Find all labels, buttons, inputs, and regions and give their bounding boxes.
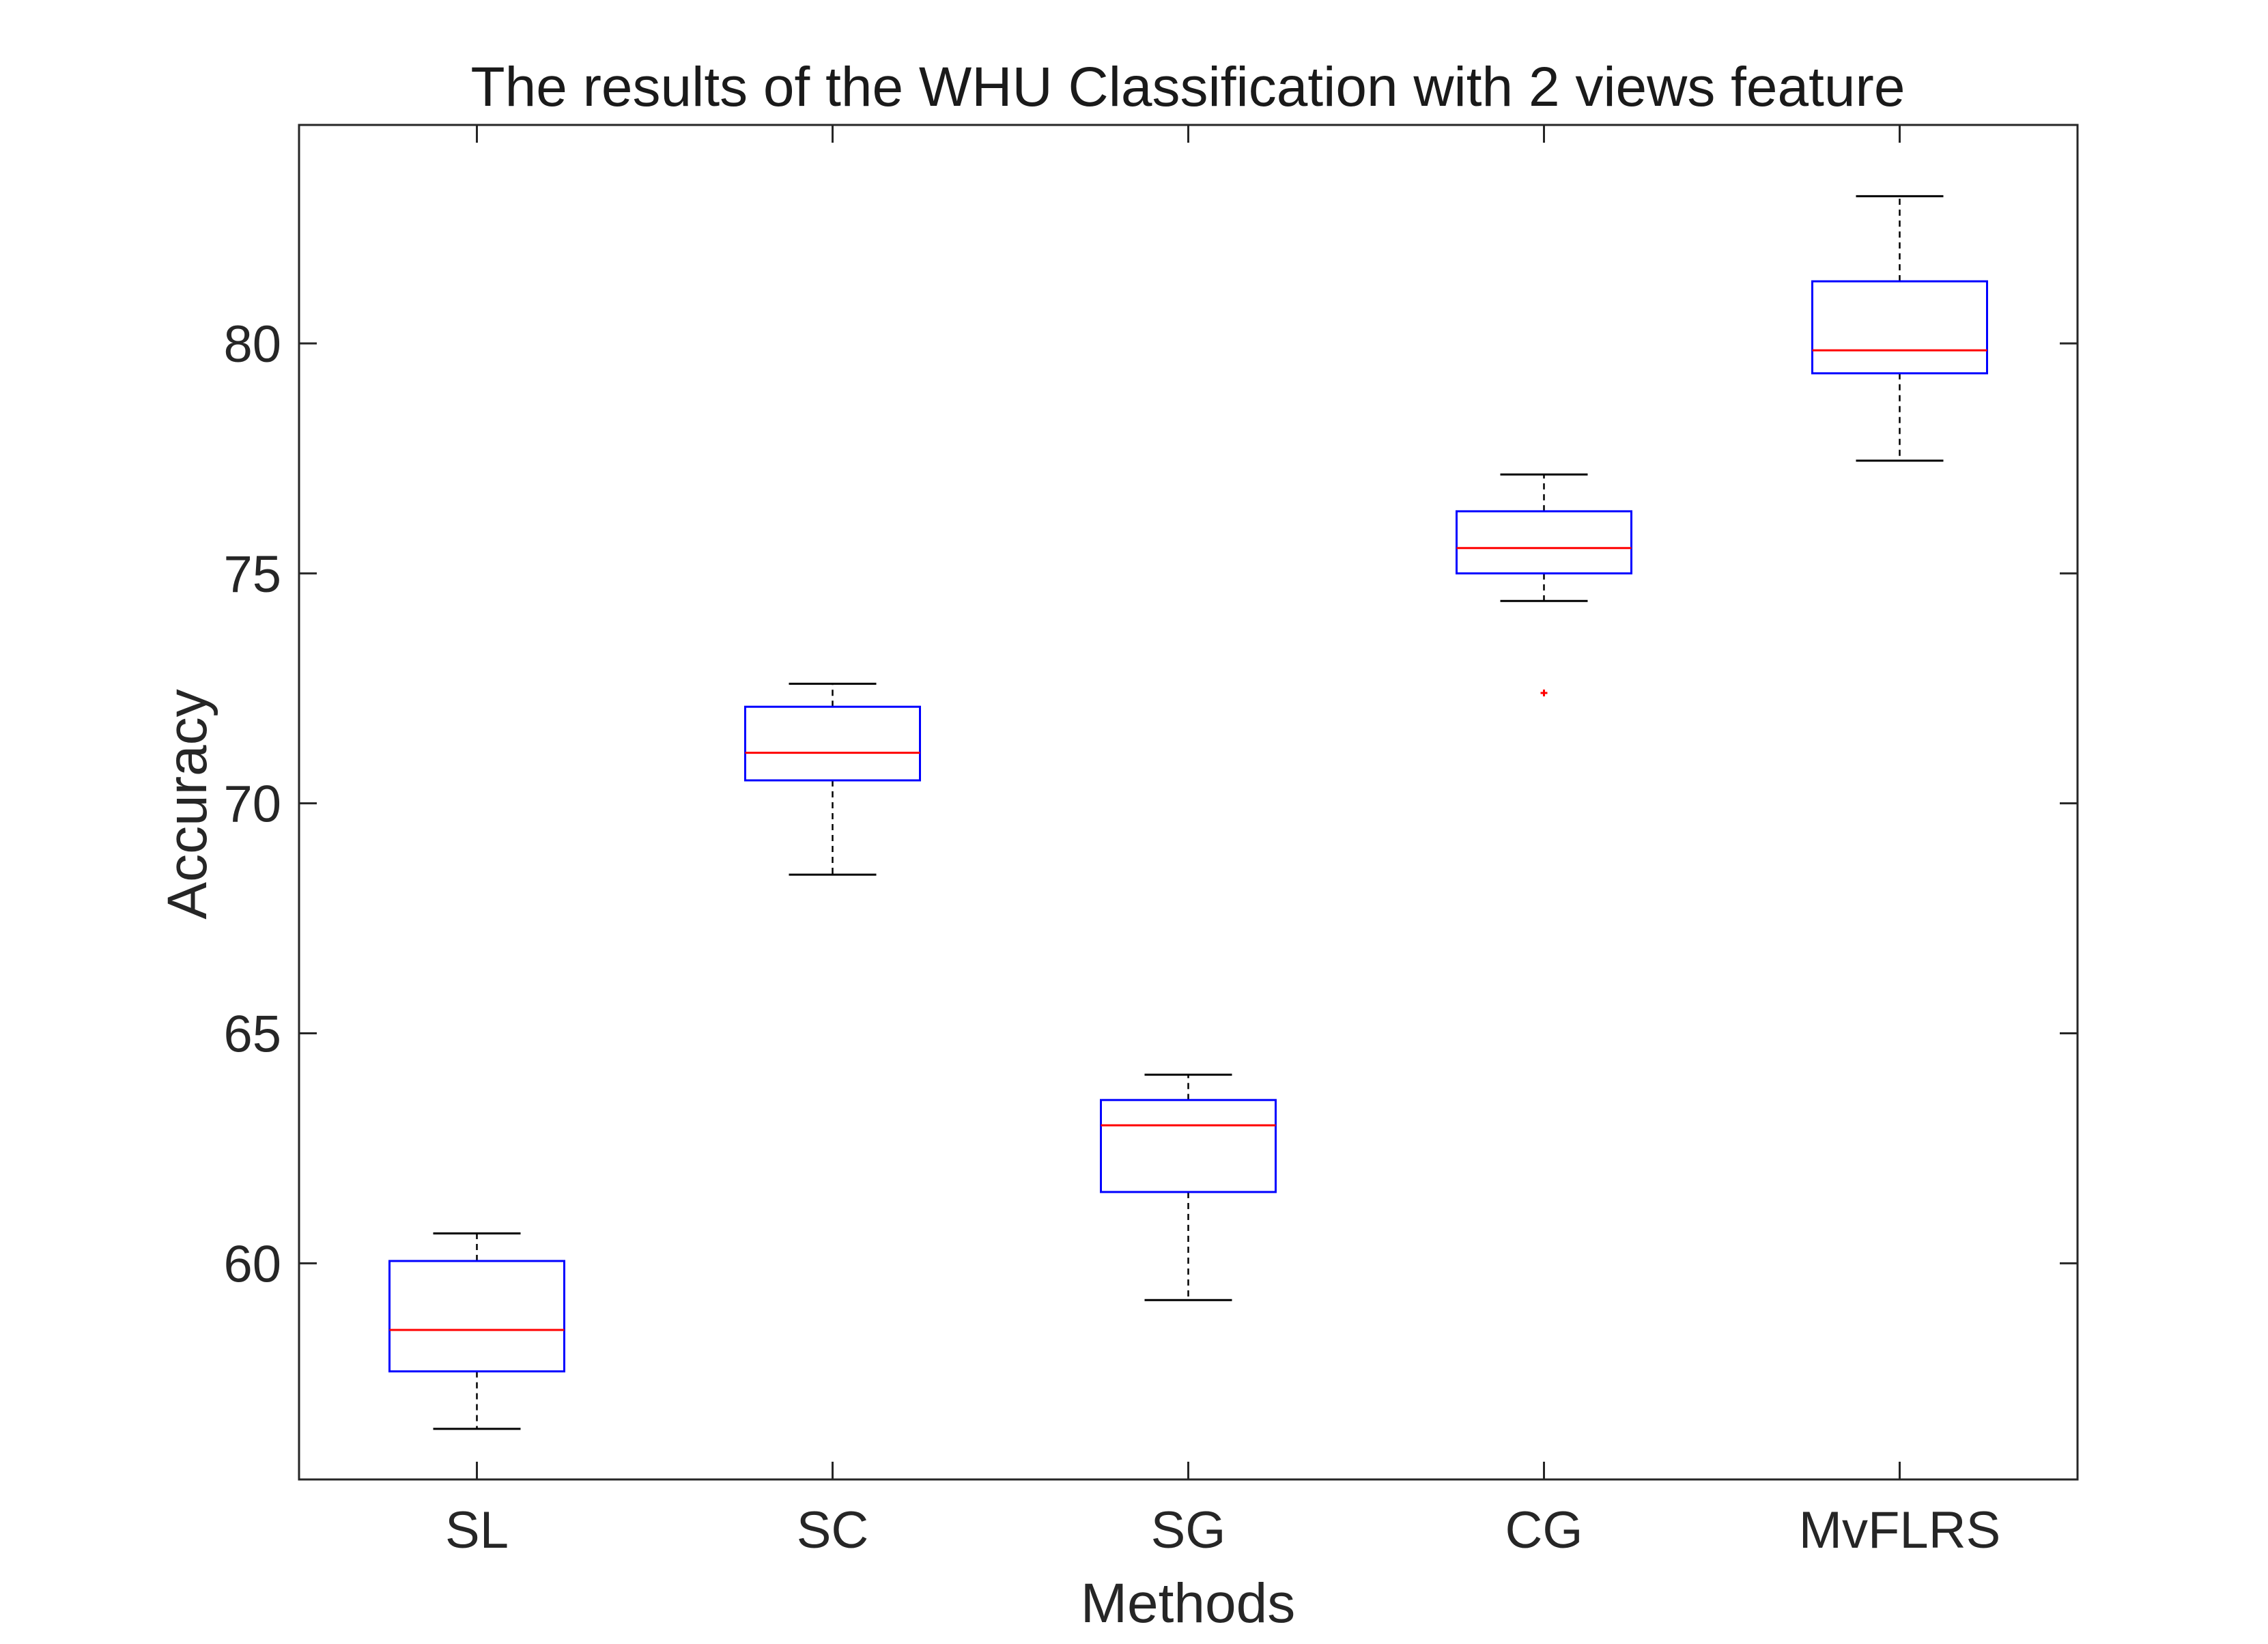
box-sl [388,1260,565,1373]
x-tick-label: SC [797,1501,869,1559]
box-sc [744,705,921,782]
plot-area: 60 65 70 75 80 SL SC SG CG MvFLRS [223,124,2079,1559]
x-tick-label: SL [445,1501,509,1559]
box-sg [1100,1099,1277,1193]
x-tick-label: CG [1505,1501,1583,1559]
x-tick-label: MvFLRS [1799,1501,2001,1559]
box-cg [1456,510,1632,575]
box-mvflrs [1811,280,1988,375]
y-axis-label: Accuracy [156,689,218,919]
y-tick-label: 60 [223,1235,281,1293]
y-tick-label: 70 [223,776,281,834]
chart-title: The results of the WHU Classification wi… [471,56,1905,118]
y-tick-label: 65 [223,1006,281,1064]
x-tick-label: SG [1151,1501,1226,1559]
y-tick-label: 75 [223,545,281,604]
x-axis-label: Methods [1081,1572,1296,1634]
y-tick-label: 80 [223,315,281,373]
